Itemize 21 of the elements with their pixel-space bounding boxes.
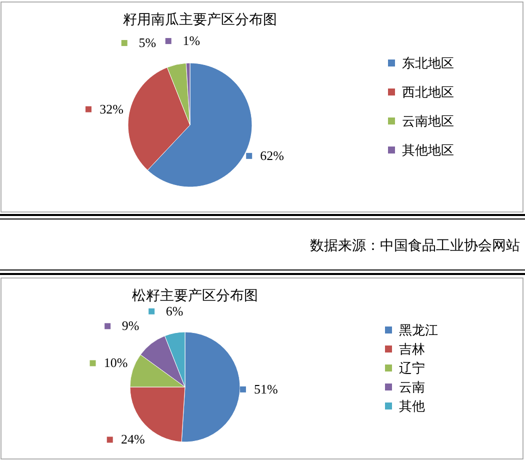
- legend-label: 黑龙江: [399, 322, 438, 338]
- legend-label: 辽宁: [399, 360, 425, 376]
- data-label: 51%: [254, 381, 278, 396]
- data-label: 9%: [122, 318, 140, 334]
- legend-label: 云南: [399, 380, 425, 394]
- data-label: 32%: [100, 101, 124, 116]
- legend-label: 云南地区: [402, 114, 454, 128]
- chart-title: 籽用南瓜主要产区分布图: [123, 12, 277, 28]
- source-note: 数据来源：中国食品工业协会网站: [310, 238, 520, 254]
- legend-label: 其他: [399, 398, 425, 414]
- data-label: 62%: [260, 148, 284, 163]
- chart-title: 松籽主要产区分布图: [132, 288, 258, 304]
- data-label: 6%: [166, 303, 184, 318]
- legend-label: 东北地区: [402, 56, 454, 70]
- legend-label: 其他地区: [402, 142, 454, 158]
- data-label: 5%: [138, 35, 156, 50]
- legend-label: 西北地区: [402, 84, 454, 100]
- data-label: 10%: [104, 355, 128, 370]
- data-label: 24%: [120, 432, 145, 447]
- data-label: 1%: [182, 33, 200, 48]
- legend-label: 吉林: [399, 342, 425, 356]
